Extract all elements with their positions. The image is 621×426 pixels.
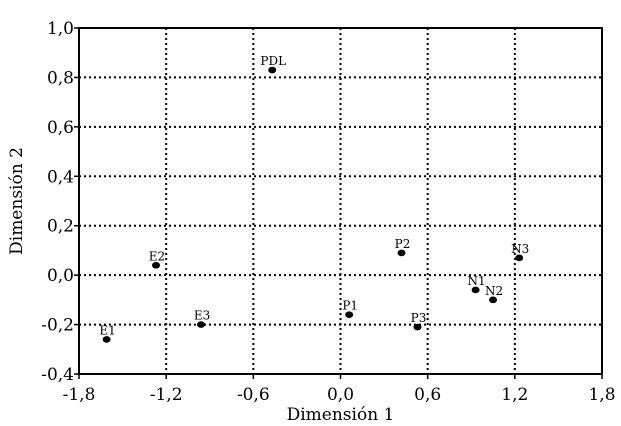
data-point-p2: [397, 249, 406, 257]
y-tick-label: 0,2: [47, 217, 74, 237]
x-tick-label: -1,2: [150, 385, 183, 405]
x-tick-label: -0,6: [237, 385, 270, 405]
point-label-e1: E1: [99, 323, 115, 337]
x-tick-label: 1,2: [501, 385, 528, 405]
y-tick-label: 0,4: [47, 167, 74, 187]
y-axis-title: Dimensión 2: [7, 147, 27, 255]
x-tick-label: -1,8: [63, 385, 96, 405]
x-tick-label: 0,0: [327, 385, 354, 405]
point-label-p1: P1: [342, 299, 358, 313]
data-point-e1: [102, 336, 111, 343]
x-tick-label: 0,6: [414, 385, 441, 405]
y-tick-label: -0,4: [41, 365, 74, 385]
y-tick-label: 1,0: [47, 19, 74, 39]
data-point-e2: [151, 261, 160, 269]
x-axis-title: Dimensión 1: [287, 405, 395, 425]
y-tick-label: 0,8: [47, 68, 74, 88]
point-label-n1: N1: [468, 274, 486, 288]
data-point-p3: [413, 323, 422, 331]
data-point-pdl: [268, 66, 277, 74]
tick-marks: [74, 27, 603, 379]
point-label-pdl: PDL: [260, 54, 286, 68]
point-label-p2: P2: [395, 237, 411, 251]
y-tick-labels: -0,4 -0,2 0,0 0,2 0,4 0,6 0,8 1,0: [41, 19, 74, 385]
point-label-p3: P3: [411, 311, 427, 325]
point-label-n3: N3: [511, 242, 529, 256]
grid-lines: [79, 28, 602, 374]
y-tick-label: 0,0: [47, 266, 74, 286]
data-point-n2: [489, 296, 498, 304]
point-label-n2: N2: [485, 284, 503, 298]
point-label-e3: E3: [194, 309, 210, 323]
data-point-n1: [471, 286, 480, 294]
data-point-n3: [515, 254, 524, 262]
y-tick-label: -0,2: [41, 316, 74, 336]
point-label-e2: E2: [149, 249, 165, 263]
x-tick-label: 1,8: [588, 385, 615, 405]
y-tick-label: 0,6: [47, 118, 74, 138]
data-point-p1: [345, 311, 354, 318]
data-point-e3: [197, 321, 206, 328]
x-tick-labels: -1,8 -1,2 -0,6 0,0 0,6 1,2 1,8: [63, 385, 616, 405]
